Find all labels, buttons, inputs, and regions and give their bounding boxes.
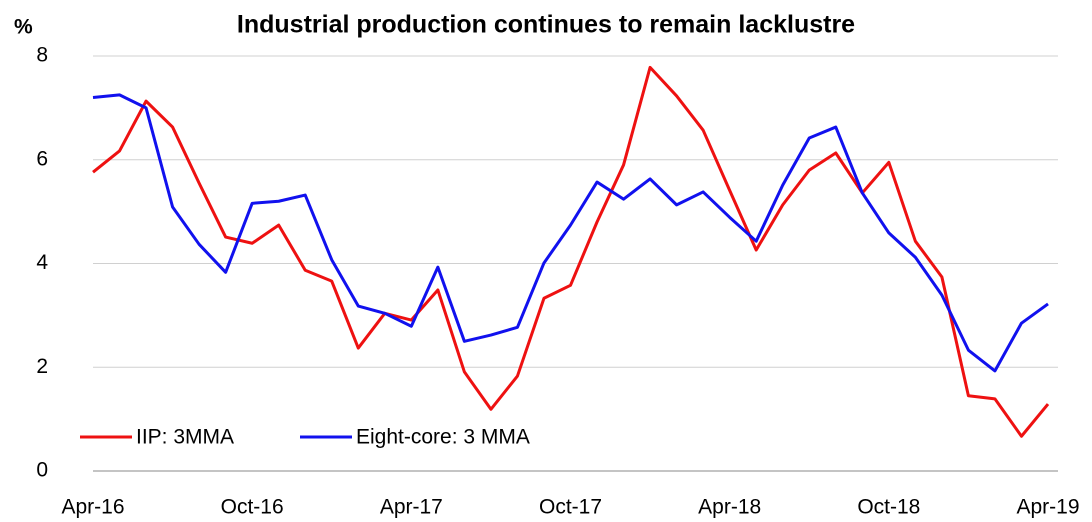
x-tick-label: Apr-17	[380, 496, 443, 519]
legend-label: Eight-core: 3 MMA	[356, 426, 530, 449]
y-tick-label: 6	[36, 147, 48, 170]
legend-label: IIP: 3MMA	[136, 426, 234, 449]
x-tick-label: Oct-16	[221, 496, 284, 519]
y-tick-label: 2	[36, 355, 48, 378]
x-tick-label: Oct-17	[539, 496, 602, 519]
x-tick-label: Apr-19	[1016, 496, 1079, 519]
series-line	[92, 93, 1049, 373]
chart-title: Industrial production continues to remai…	[237, 11, 855, 39]
y-axis-label: %	[14, 16, 33, 39]
y-tick-label: 0	[36, 459, 48, 482]
series-line	[92, 65, 1050, 438]
x-tick-label: Apr-16	[61, 496, 124, 519]
x-tick-label: Oct-18	[857, 496, 920, 519]
y-tick-label: 8	[36, 44, 48, 67]
y-tick-label: 4	[36, 251, 48, 274]
x-tick-label: Apr-18	[698, 496, 761, 519]
